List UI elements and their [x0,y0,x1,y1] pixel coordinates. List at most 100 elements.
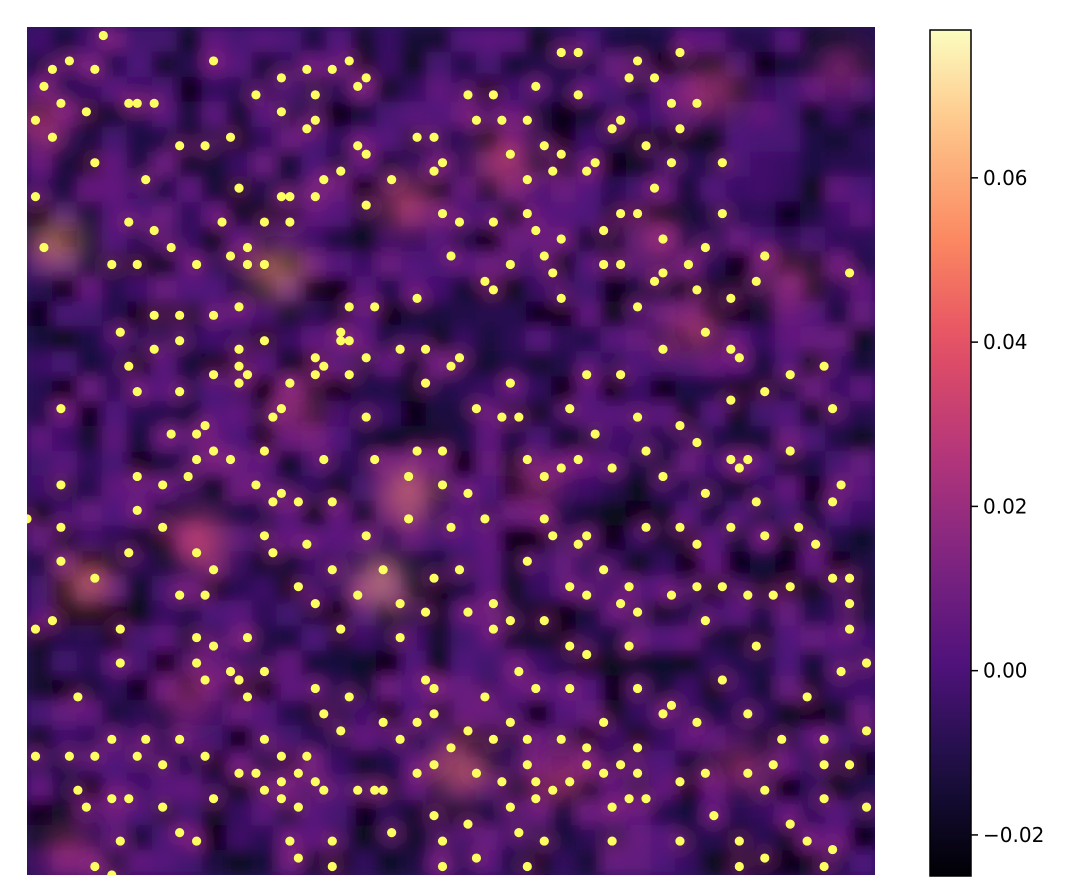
scatter-point [726,454,736,465]
scatter-point [616,115,626,125]
heatmap-cell [800,326,827,353]
heatmap-cell [825,151,852,178]
heatmap-cell [176,276,203,303]
heatmap-cell [775,775,802,802]
heatmap-cell [625,475,652,502]
heatmap-cell [525,575,552,602]
heatmap-cell [376,101,403,128]
scatter-point [641,141,651,151]
scatter-point [514,666,524,677]
heatmap-cell [800,625,827,652]
heatmap-cell [725,176,752,203]
scatter-point [548,785,558,795]
scatter-point [285,217,295,227]
heatmap-cell [625,550,652,577]
heatmap-hotspot [64,562,109,607]
scatter-point [632,607,643,617]
scatter-point [370,785,380,795]
heatmap-cell [525,326,552,353]
scatter-point [395,632,405,643]
scatter-point [480,514,490,524]
heatmap-hotspots [27,47,864,872]
heatmap-cell [151,625,178,652]
scatter-point [353,141,363,151]
scatter-point [700,768,711,778]
scatter-point [124,548,134,558]
heatmap-cell [51,650,78,677]
scatter-point [666,700,677,711]
heatmap-cell [76,351,103,378]
heatmap-cell [700,176,727,203]
scatter-point [692,437,702,448]
heatmap-cell [800,151,827,178]
heatmap-cell [700,126,727,153]
heatmap-cell [775,326,802,353]
heatmap-cell [500,575,527,602]
heatmap-cell [401,101,428,128]
colorbar-tick-label: −0.02 [983,823,1044,847]
scatter-point [234,183,244,193]
scatter-point [115,327,125,337]
scatter-point [556,234,566,244]
scatter-point [412,717,422,727]
heatmap-hotspot [256,250,301,295]
scatter-point [47,132,58,142]
heatmap-cell [575,126,602,153]
heatmap-cell [775,301,802,328]
heatmap-cell [825,326,852,353]
heatmap-cell [76,326,103,353]
scatter-point [717,675,727,685]
scatter-point [259,336,270,346]
scatter-point [39,81,49,91]
heatmap-cell [401,27,428,53]
scatter-point [471,115,482,125]
scatter-point [293,768,303,778]
scatter-point [395,599,405,609]
heatmap-cell [500,326,527,353]
scatter-point [522,734,532,744]
scatter-point [666,158,677,168]
heatmap-cell [76,126,103,153]
heatmap-hotspot [632,217,677,261]
scatter-point [183,471,193,482]
heatmap-cell [850,176,875,203]
scatter-point [225,454,236,465]
heatmap-cell [101,401,128,428]
scatter-point [158,760,168,770]
heatmap-cell [76,475,103,502]
scatter-point [175,141,185,151]
scatter-point [124,794,134,804]
heatmap-cell [775,176,802,203]
scatter-point [539,616,549,626]
heatmap-cell [326,101,353,128]
scatter-point [353,81,363,91]
heatmap-cell [575,475,602,502]
heatmap-cell [176,76,203,103]
scatter-point [658,344,668,354]
heatmap-cell [27,276,53,303]
scatter-point [158,480,168,490]
heatmap-cell [76,376,103,403]
heatmap-cell [27,451,53,477]
heatmap-cell [201,475,228,502]
scatter-point [319,361,329,371]
scatter-point [599,565,609,575]
heatmap-cell [27,426,53,452]
scatter-point [632,208,643,219]
scatter-point [616,760,626,770]
heatmap-cell [426,276,452,303]
heatmap-cell [525,700,552,727]
scatter-point [632,302,643,312]
scatter-point [310,777,320,787]
heatmap-cell [376,51,403,78]
scatter-point [819,794,829,804]
heatmap-cell [176,51,203,78]
heatmap-cell [351,226,378,253]
scatter-point [861,658,872,668]
heatmap-cell [151,276,178,303]
scatter-point [208,794,219,804]
heatmap-cell [201,176,228,203]
scatter-point [327,497,337,507]
scatter-point [649,276,660,286]
scatter-point [743,768,753,778]
